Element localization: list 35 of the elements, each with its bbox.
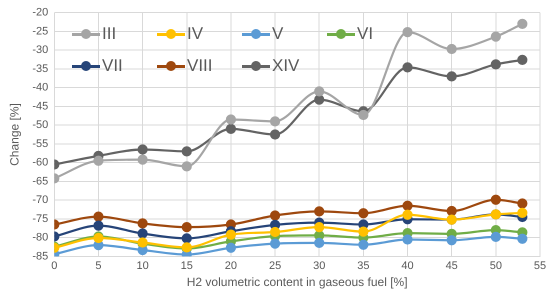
y-tick-label: -75 (32, 212, 48, 225)
legend-label: IV (187, 24, 204, 44)
y-tick-label: -35 (32, 62, 48, 75)
y-tick-label: -30 (32, 44, 48, 56)
x-axis-title: H2 volumetric content in gaseous fuel [%] (186, 275, 408, 290)
y-tick-label: -65 (32, 175, 48, 188)
y-tick-label: -20 (32, 6, 48, 19)
x-tick-label: 25 (268, 260, 282, 272)
x-tick-label: 30 (313, 260, 326, 272)
y-tick-label: -45 (32, 100, 48, 112)
legend-label: VIII (187, 56, 213, 76)
y-tick-label: -85 (32, 250, 48, 262)
y-tick-label: -50 (32, 119, 48, 132)
x-tick-label: 15 (180, 260, 193, 272)
x-tick-label: 5 (95, 260, 102, 272)
x-tick-label: 45 (446, 260, 458, 272)
x-tick-label: 20 (224, 260, 238, 272)
x-tick-label: 0 (51, 260, 58, 272)
y-tick-label: -70 (32, 194, 48, 206)
y-tick-label: -80 (32, 232, 48, 244)
y-tick-label: -40 (32, 82, 48, 94)
x-tick-label: 50 (490, 260, 502, 272)
y-tick-label: -55 (32, 138, 48, 150)
legend-label: VII (102, 56, 123, 76)
y-tick-label: -25 (32, 25, 48, 38)
legend-label: III (102, 24, 116, 44)
legend-label: VI (357, 24, 374, 44)
x-tick-label: 40 (401, 260, 414, 272)
legend-label: V (272, 24, 284, 44)
x-tick-label: 35 (357, 260, 370, 272)
x-tick-label: 55 (534, 260, 546, 272)
x-tick-label: 10 (136, 260, 149, 272)
y-axis-title: Change [%] (8, 103, 22, 166)
legend-label: XIV (272, 56, 300, 76)
y-tick-label: -60 (32, 156, 48, 169)
